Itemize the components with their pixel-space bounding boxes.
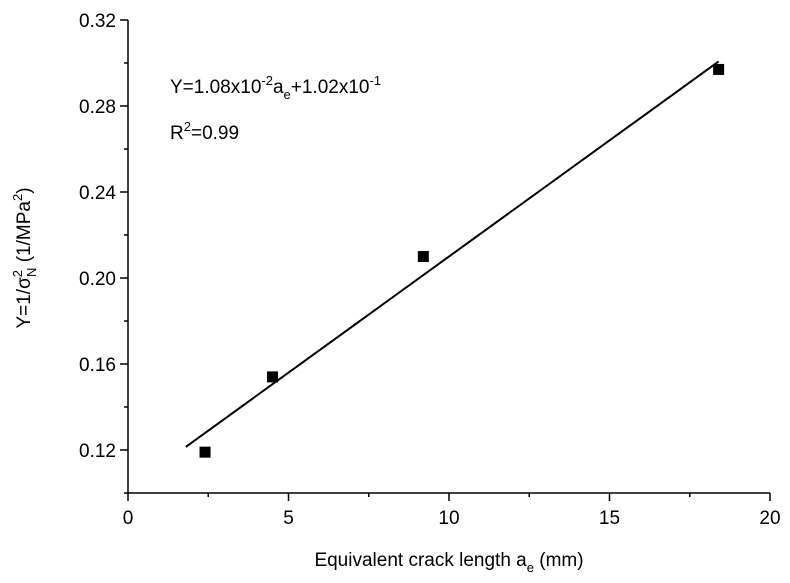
x-tick-label: 20 (759, 508, 780, 529)
regression-line-group (185, 60, 720, 448)
regression-line (185, 60, 720, 448)
y-tick-label: 0.32 (79, 11, 116, 32)
data-point-marker (713, 63, 725, 75)
y-tick-label: 0.28 (79, 97, 116, 118)
data-point-marker (199, 446, 211, 458)
data-point-marker (417, 251, 429, 262)
x-tick-label: 0 (123, 508, 134, 529)
r-squared: R2=0.99 (170, 119, 239, 144)
data-point-marker (266, 371, 278, 383)
x-axis-title: Equivalent crack length ae (mm) (314, 550, 583, 575)
x-tick-label: 10 (438, 508, 459, 529)
y-tick-label: 0.16 (79, 355, 116, 376)
x-tick-label: 5 (283, 508, 294, 529)
y-axis-title: Y=1/σ2N (1/MPa2) (10, 187, 39, 328)
tick-labels: 0 5 10 15 20 0.12 0.16 0.20 0.24 0.28 0.32 (79, 11, 781, 529)
y-tick-label: 0.20 (79, 269, 116, 290)
axis-ticks (120, 19, 771, 501)
x-tick-label: 15 (599, 508, 620, 529)
data-points (199, 63, 725, 458)
fit-equation: Y=1.08x10-2ae+1.02x10-1 (170, 73, 381, 102)
y-tick-label: 0.12 (79, 441, 116, 462)
y-tick-label: 0.24 (79, 183, 116, 204)
